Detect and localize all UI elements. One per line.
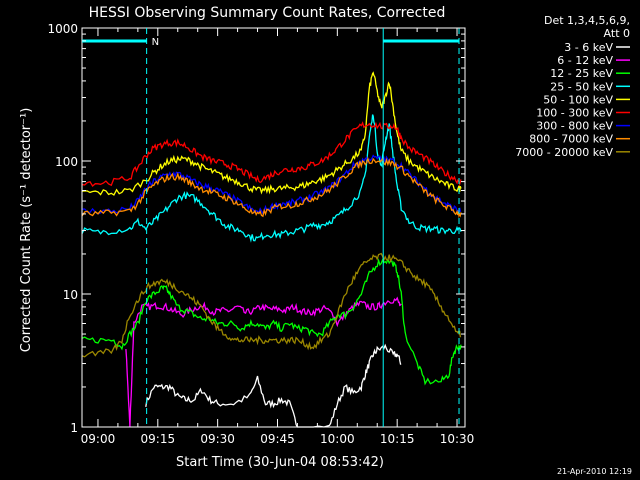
legend-label-3: 12 - 25 keV <box>550 67 613 80</box>
series-line-8 <box>81 156 462 219</box>
series-line-4 <box>81 114 462 243</box>
axes-layer: N 09:00 09:15 09:30 09:45 10:00 10:15 10:30 1 10 1… <box>47 22 474 446</box>
x-tick-label-3: 09:30 <box>200 432 235 446</box>
x-tick-label-5: 10:00 <box>320 432 355 446</box>
legend-label-9: 7000 - 20000 keV <box>515 146 613 159</box>
plot-layer <box>81 71 462 428</box>
y-tick-label-2: 10 <box>63 288 78 302</box>
y-tick-label-3: 100 <box>55 155 78 169</box>
y-tick-label-1: 1 <box>70 421 78 435</box>
series-line-9 <box>81 252 462 358</box>
x-tick-label-7: 10:30 <box>440 432 475 446</box>
x-tick-label-4: 09:45 <box>260 432 295 446</box>
chart-title: HESSI Observing Summary Count Rates, Cor… <box>89 5 446 21</box>
plot-frame <box>81 27 466 428</box>
legend-header-line-1: Det 1,3,4,5,6,9, <box>544 14 630 27</box>
x-axis-label: Start Time (30-Jun-04 08:53:42) <box>176 455 384 470</box>
legend-label-4: 25 - 50 keV <box>550 80 613 93</box>
legend-label-5: 50 - 100 keV <box>543 93 613 106</box>
legend-label-2: 6 - 12 keV <box>557 54 613 67</box>
legend-label-6: 100 - 300 keV <box>536 107 613 120</box>
series-line-2 <box>125 296 402 428</box>
footer-date: 21-Apr-2010 12:19 <box>557 467 632 476</box>
legend-header-line-2: Att 0 <box>604 27 630 40</box>
x-tick-label-1: 09:00 <box>81 432 116 446</box>
legend-label-1: 3 - 6 keV <box>564 41 613 54</box>
night-flag-label: N <box>152 37 159 48</box>
y-axis-label: Corrected Count Rate (s⁻¹ detector⁻¹) <box>19 108 34 353</box>
legend-label-8: 800 - 7000 keV <box>529 133 613 146</box>
x-tick-label-2: 09:15 <box>141 432 176 446</box>
series-line-6 <box>81 121 462 187</box>
series-line-7 <box>81 154 462 215</box>
series-line-5 <box>81 71 462 196</box>
y-tick-label-4: 1000 <box>47 22 78 36</box>
x-tick-label-6: 10:15 <box>380 432 415 446</box>
legend-label-7: 300 - 800 keV <box>536 120 613 133</box>
series-line-1 <box>145 343 402 428</box>
series-line-3 <box>81 257 462 386</box>
